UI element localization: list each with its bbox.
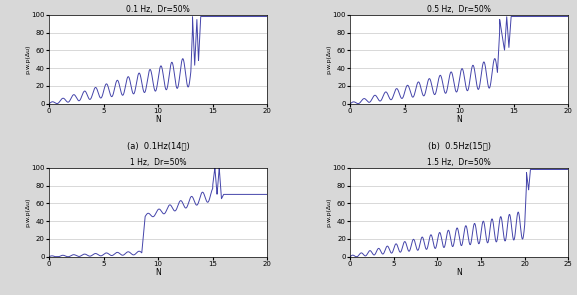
Title: 1 Hz,  Dr=50%: 1 Hz, Dr=50% [130,158,186,167]
X-axis label: N: N [155,115,161,124]
Title: 0.5 Hz,  Dr=50%: 0.5 Hz, Dr=50% [428,5,491,14]
Y-axis label: p.w.p(Δu): p.w.p(Δu) [326,197,331,227]
Y-axis label: p.w.p(Δu): p.w.p(Δu) [25,45,30,74]
Title: 1.5 Hz,  Dr=50%: 1.5 Hz, Dr=50% [428,158,491,167]
X-axis label: N: N [456,268,462,277]
Text: (a)  0.1Hz(14회): (a) 0.1Hz(14회) [127,141,189,150]
X-axis label: N: N [456,115,462,124]
X-axis label: N: N [155,268,161,277]
Y-axis label: p.w.p(Δu): p.w.p(Δu) [25,197,30,227]
Title: 0.1 Hz,  Dr=50%: 0.1 Hz, Dr=50% [126,5,190,14]
Y-axis label: p.w.p(Δu): p.w.p(Δu) [326,45,331,74]
Text: (b)  0.5Hz(15회): (b) 0.5Hz(15회) [428,141,491,150]
